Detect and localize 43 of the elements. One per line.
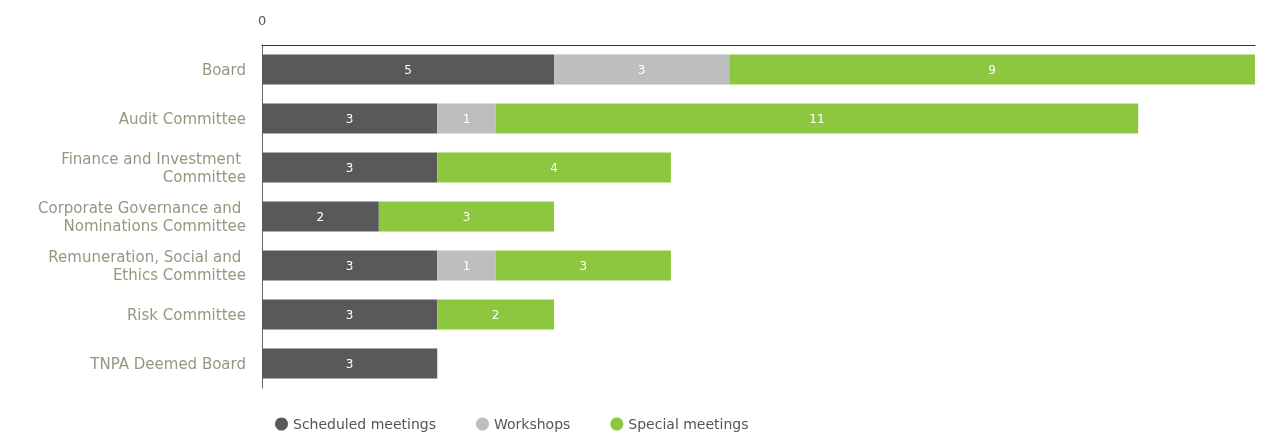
bar [437,152,671,183]
data-label: 3 [637,62,646,77]
bar [729,54,1255,85]
legend-label: Workshops [493,416,571,432]
data-label: 4 [550,160,558,175]
bar [437,299,555,330]
y-tick-label: TNPA Deemed Board [89,354,246,373]
data-label: 3 [345,160,354,175]
bar [437,250,496,281]
bar [262,201,379,232]
data-label: 3 [579,258,588,273]
data-label: 1 [462,111,471,126]
data-label: 11 [809,111,825,126]
data-label: 2 [491,307,500,322]
data-label: 3 [462,209,471,224]
bar [495,103,1139,134]
bar [262,103,438,134]
y-tick-label: Audit Committee [118,109,246,128]
y-tick-label: Corporate Governance and Nominations Committee [37,198,246,235]
y-tick-label: Remuneration, Social and Ethics Committee [48,247,246,284]
bar [262,54,555,85]
data-label: 3 [345,356,354,371]
bar [262,299,438,330]
bar [554,54,730,85]
y-tick-label: Finance and Investment Committee [61,149,246,186]
text: 0 [258,13,267,28]
data-label: 5 [404,62,412,77]
bar [262,250,438,281]
bar [437,103,496,134]
data-label: 3 [345,258,354,273]
bar [378,201,555,232]
legend-label: Special meetings [628,416,749,432]
y-tick-label: Board [201,60,246,79]
data-label: 3 [345,111,354,126]
bar [262,348,438,379]
data-label: 1 [462,258,471,273]
y-tick-label: Risk Committee [126,305,246,324]
data-label: 9 [988,62,996,77]
bar [262,152,438,183]
data-label: 2 [316,209,325,224]
bar [495,250,671,281]
data-label: 3 [345,307,354,322]
legend-label: Scheduled meetings [293,416,436,432]
